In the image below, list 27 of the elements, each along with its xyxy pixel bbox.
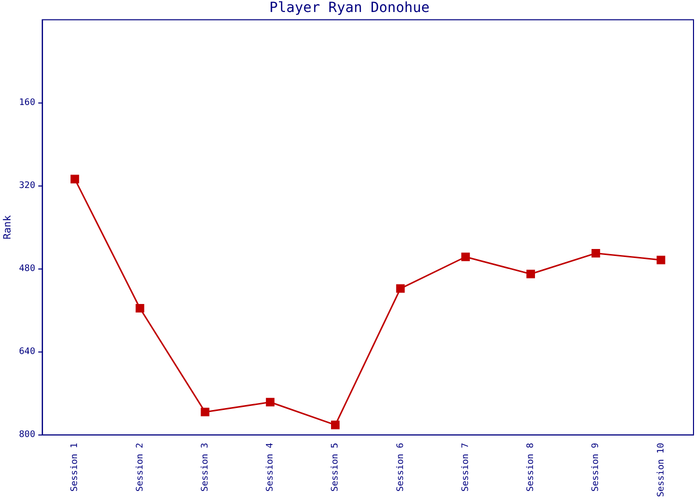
point: [461, 252, 470, 262]
y-tick-label: 480: [18, 264, 36, 274]
point: [266, 398, 274, 406]
x-tick-label: Session 9: [591, 442, 602, 492]
y-axis-title: Rank: [2, 215, 14, 240]
point: [396, 284, 405, 293]
point: [656, 256, 666, 264]
chart-title: Player Ryan Donohue: [269, 0, 430, 16]
point: [136, 304, 144, 313]
x-tick-label: Session 3: [200, 442, 210, 492]
point: [200, 408, 210, 416]
y-tick-label: 320: [18, 181, 36, 192]
y-tick-label: 640: [18, 347, 36, 358]
point: [70, 174, 80, 184]
x-tick-label: Session 4: [266, 442, 276, 492]
x-tick-label: Session 2: [135, 442, 146, 492]
y-tick-label: 160: [18, 98, 36, 108]
point: [331, 420, 340, 430]
x-tick-label: Session 8: [526, 442, 536, 492]
x-tick-label: Session 6: [396, 442, 406, 492]
x-tick-label: Session 1: [70, 442, 80, 492]
point: [526, 270, 535, 278]
x-tick-label: Session 10: [656, 442, 666, 498]
y-tick-label: 800: [18, 430, 36, 440]
point: [592, 248, 600, 258]
x-tick-label: Session 5: [330, 442, 341, 492]
x-tick-label: Session 7: [460, 442, 471, 492]
